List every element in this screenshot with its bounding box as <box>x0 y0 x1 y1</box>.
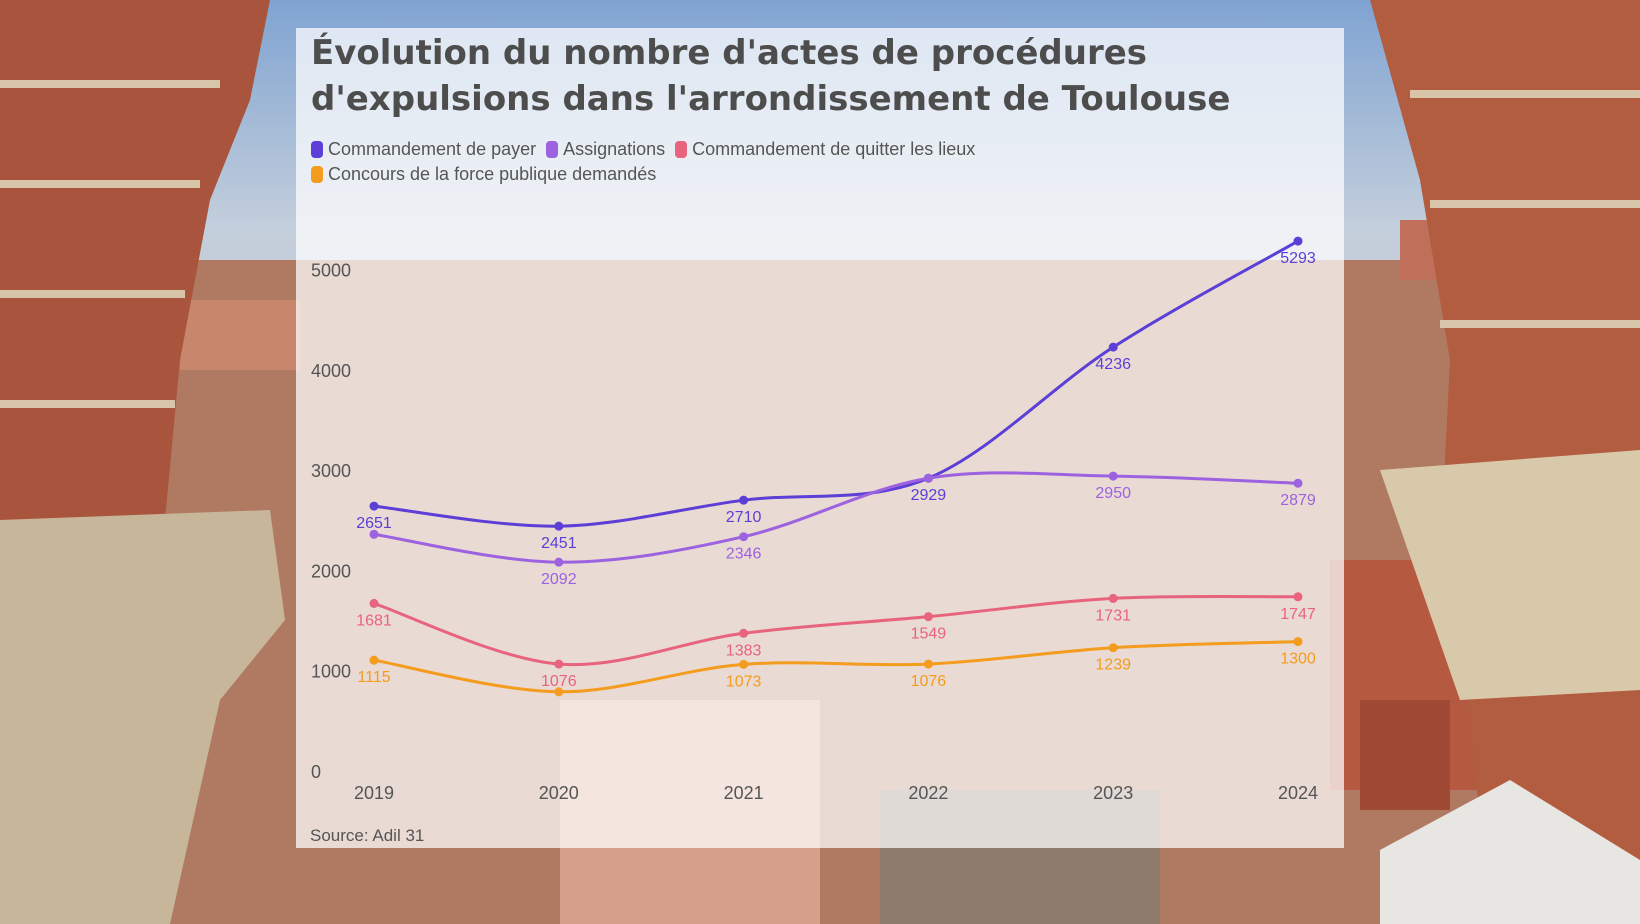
data-point <box>369 598 379 608</box>
legend-label: Concours de la force publique demandés <box>328 164 657 184</box>
legend-label: Assignations <box>563 139 666 159</box>
chart-title-line2: d'expulsions dans l'arrondissement de To… <box>311 79 1231 119</box>
data-label: 1731 <box>1095 607 1131 624</box>
series-line <box>373 239 1299 528</box>
data-point <box>369 501 379 511</box>
data-point <box>1108 471 1118 481</box>
chart-card <box>296 28 1344 848</box>
series-line <box>373 594 1299 667</box>
x-tick-label: 2021 <box>724 783 764 803</box>
data-label: 2710 <box>726 509 762 526</box>
data-label: 2346 <box>726 546 762 563</box>
data-label: 1076 <box>541 673 577 690</box>
series-line <box>373 471 1299 564</box>
y-tick-label: 0 <box>311 762 321 782</box>
data-label: 1747 <box>1280 606 1316 623</box>
data-label: 1681 <box>356 612 392 629</box>
data-point <box>554 687 564 697</box>
x-tick-label: 2024 <box>1278 783 1318 803</box>
legend-item-commandement-de-payer: Commandement de payer <box>311 137 536 162</box>
chart-legend: Commandement de payer Assignations Comma… <box>311 137 1071 187</box>
legend-label: Commandement de payer <box>328 139 537 159</box>
x-tick-label: 2019 <box>354 783 394 803</box>
data-label: 1239 <box>1095 657 1131 674</box>
data-point <box>1108 593 1118 603</box>
y-tick-label: 5000 <box>311 261 351 281</box>
y-tick-label: 2000 <box>311 561 351 581</box>
data-label: 2651 <box>356 515 392 532</box>
data-point <box>739 495 749 505</box>
data-label: 5293 <box>1280 250 1316 267</box>
source-note: Source: Adil 31 <box>310 826 425 845</box>
y-tick-label: 1000 <box>311 662 351 682</box>
data-point <box>1293 236 1303 246</box>
right-brick-wall <box>1370 0 1640 924</box>
legend-item-concours-force-publique: Concours de la force publique demandés <box>311 162 656 187</box>
data-point <box>554 521 564 531</box>
legend-swatch <box>546 141 559 158</box>
x-tick-label: 2023 <box>1093 783 1133 803</box>
data-label: 2451 <box>541 535 577 552</box>
chart-title: Évolution du nombre d'actes de procédure… <box>311 30 1321 122</box>
data-label: 2950 <box>1095 485 1131 502</box>
data-label: 1073 <box>726 673 762 690</box>
data-label: 2929 <box>911 487 947 504</box>
data-point <box>923 659 933 669</box>
data-point <box>369 529 379 539</box>
data-point <box>1293 637 1303 647</box>
left-brick-wall <box>0 0 285 924</box>
data-label: 1383 <box>726 642 762 659</box>
legend-item-assignations: Assignations <box>546 137 665 162</box>
legend-swatch <box>311 141 323 158</box>
legend-label: Commandement de quitter les lieux <box>692 139 976 159</box>
data-point <box>1108 342 1118 352</box>
data-label: 1076 <box>911 673 947 690</box>
data-label: 2092 <box>541 571 577 588</box>
data-point <box>369 655 379 665</box>
data-label: 1300 <box>1280 651 1316 668</box>
data-point <box>739 628 749 638</box>
legend-swatch <box>311 166 323 183</box>
data-point <box>554 557 564 567</box>
legend-item-commandement-de-quitter: Commandement de quitter les lieux <box>675 137 975 162</box>
data-point <box>554 659 564 669</box>
series-line <box>373 640 1299 694</box>
y-tick-label: 3000 <box>311 461 351 481</box>
data-label: 2879 <box>1280 492 1316 509</box>
x-tick-label: 2022 <box>908 783 948 803</box>
data-point <box>739 532 749 542</box>
data-point <box>1293 592 1303 602</box>
data-point <box>1293 478 1303 488</box>
y-tick-label: 4000 <box>311 361 351 381</box>
data-point <box>1108 643 1118 653</box>
chart-title-line1: Évolution du nombre d'actes de procédure… <box>311 33 1148 73</box>
data-point <box>923 612 933 622</box>
data-label: 1549 <box>911 626 947 643</box>
data-point <box>923 473 933 483</box>
data-label: 4236 <box>1095 356 1131 373</box>
legend-swatch <box>675 141 688 158</box>
x-tick-label: 2020 <box>539 783 579 803</box>
data-label: 1115 <box>357 669 390 686</box>
data-point <box>739 659 749 669</box>
